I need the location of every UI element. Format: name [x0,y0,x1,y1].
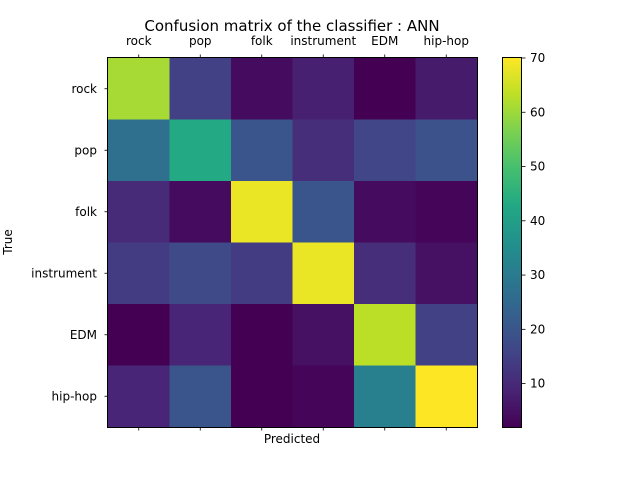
colorbar [503,58,522,427]
colorbar-ticks: 10 20 30 40 50 60 70 [522,51,545,391]
heatmap-cell [231,365,294,428]
y-tick-label: pop [74,143,97,157]
colorbar-tick-label: 20 [530,322,545,336]
y-tick-label: hip-hop [52,389,97,403]
heatmap-cell [292,58,355,121]
heatmap-cell [108,242,171,305]
heatmap-cell [354,242,417,305]
heatmap-cell [292,365,355,428]
chart-title: Confusion matrix of the classifier : ANN [144,17,439,35]
heatmap-cell [292,304,355,367]
heatmap-cell [415,58,478,121]
heatmap-cell [169,365,232,428]
heatmap-cell [169,304,232,367]
heatmap-cell [231,119,294,182]
y-tick-label: folk [75,205,97,219]
y-axis-label: True [1,229,15,256]
heatmap-cell [354,181,417,244]
y-tick-label: EDM [70,328,97,342]
heatmap-cell [108,304,171,367]
heatmap-cell [292,181,355,244]
y-tick-label: instrument [31,266,97,280]
colorbar-tick-label: 60 [530,105,545,119]
x-tick-label: EDM [371,34,398,48]
heatmap-cell [169,58,232,121]
heatmap-cell [292,242,355,305]
heatmap-cell [415,242,478,305]
heatmap-cell [292,119,355,182]
colorbar-tick-label: 70 [530,51,545,65]
heatmap-cell [169,181,232,244]
heatmap-cell [231,58,294,121]
heatmap-cell [354,304,417,367]
x-axis-label: Predicted [264,432,320,446]
x-tick-label: hip-hop [424,34,469,48]
heatmap-cell [231,242,294,305]
colorbar-frame [502,57,522,428]
colorbar-tick-label: 30 [530,268,545,282]
heatmap-cells [108,58,478,428]
heatmap-cell [415,119,478,182]
x-tick-label: folk [251,34,273,48]
y-tick-label: rock [71,82,97,96]
heatmap-cell [231,304,294,367]
colorbar-tick-label: 50 [530,160,545,174]
heatmap-cell [108,58,171,121]
x-tick-label: instrument [290,34,356,48]
colorbar-tick-label: 40 [530,214,545,228]
heatmap-cell [231,181,294,244]
heatmap-cell [415,304,478,367]
heatmap-cell [354,58,417,121]
plot-frame [107,57,478,428]
x-tick-labels: rock pop folk instrument EDM hip-hop [126,34,469,431]
heatmap-cell [108,365,171,428]
y-tick-labels: rock pop folk instrument EDM hip-hop [31,82,108,403]
heatmap-cell [354,365,417,428]
heatmap-cell [415,365,478,428]
heatmap-cell [169,119,232,182]
heatmap-cell [415,181,478,244]
heatmap-cell [169,242,232,305]
colorbar-tick-label: 10 [530,377,545,391]
x-tick-label: pop [189,34,212,48]
heatmap-cell [354,119,417,182]
x-tick-label: rock [126,34,152,48]
heatmap-cell [108,181,171,244]
heatmap-cell [108,119,171,182]
